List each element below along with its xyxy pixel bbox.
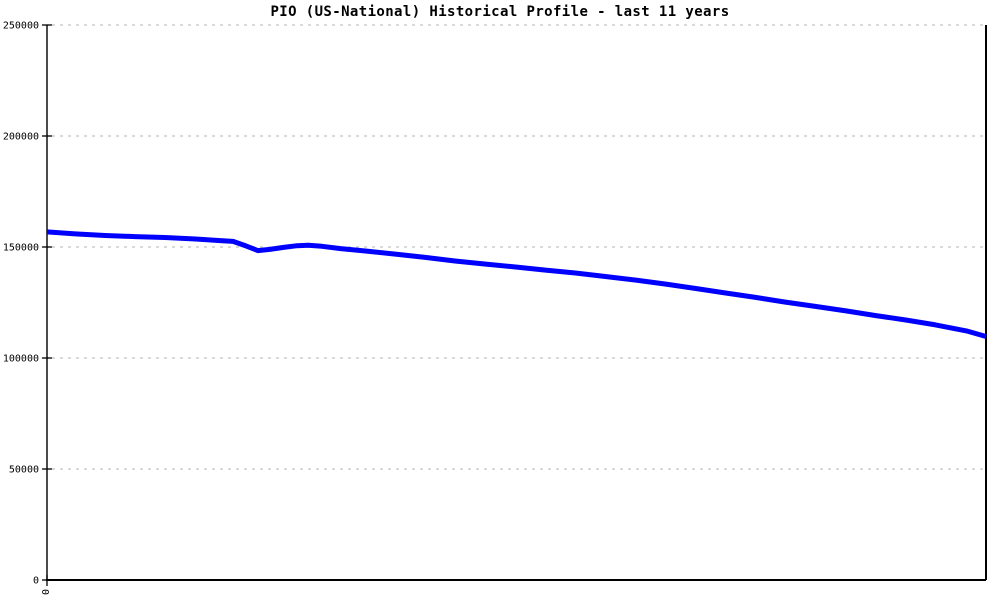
- y-tick-label: 100000: [3, 354, 39, 365]
- y-tick-label: 200000: [3, 132, 39, 143]
- y-tick-label: 50000: [9, 465, 39, 476]
- y-tick-label: 250000: [3, 21, 39, 32]
- chart-title: PIO (US-National) Historical Profile - l…: [270, 4, 730, 20]
- data-series-line: [46, 229, 987, 339]
- y-tick-label: 150000: [3, 243, 39, 254]
- y-tick-label: 0: [33, 576, 39, 587]
- x-tick-label: 0: [39, 589, 50, 595]
